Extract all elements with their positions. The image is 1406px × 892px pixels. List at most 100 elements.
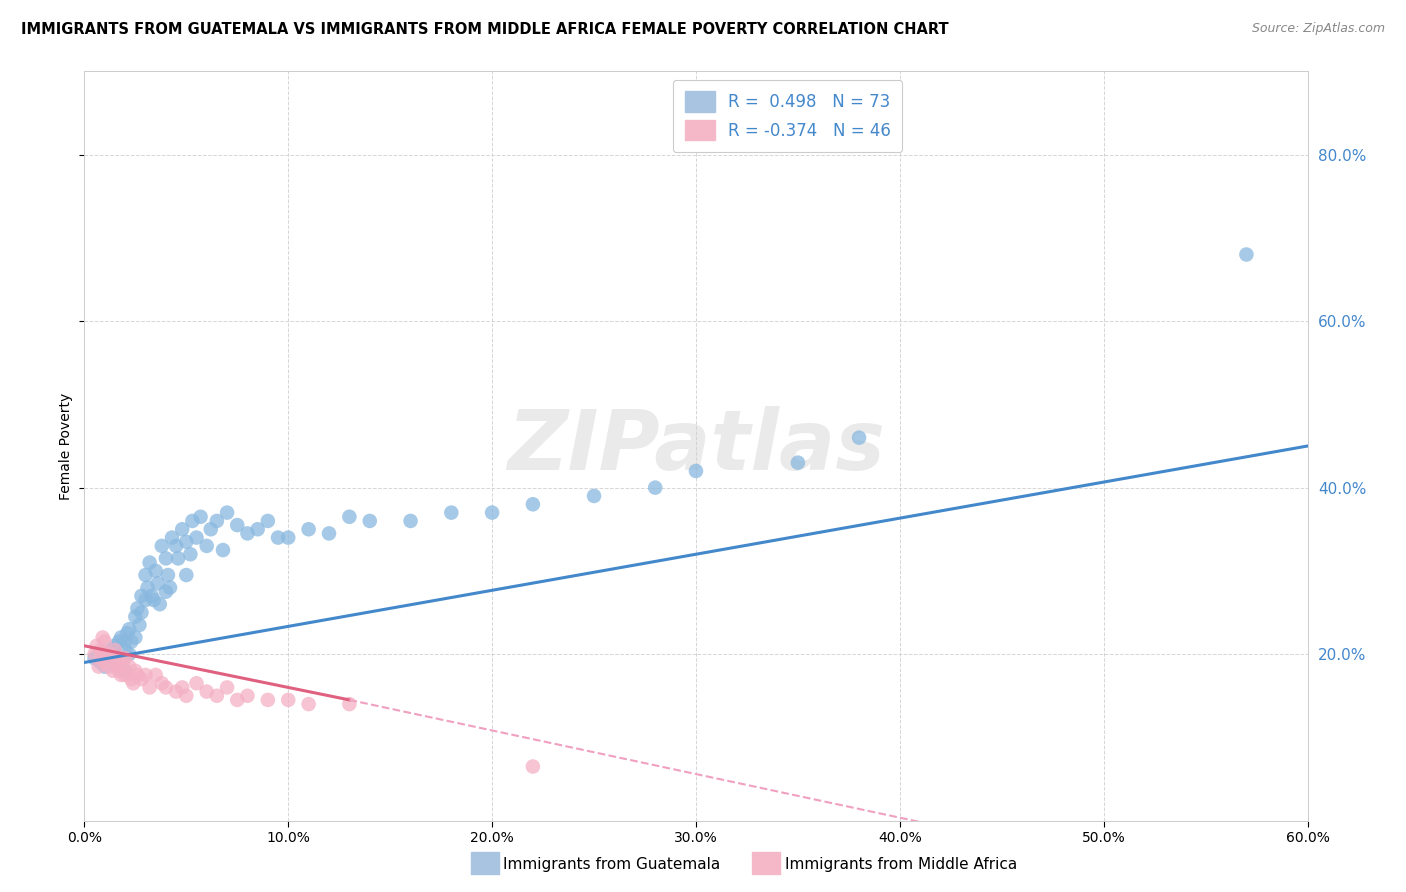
Point xyxy=(131,672,153,686)
Point xyxy=(146,576,169,591)
Point xyxy=(212,543,235,558)
Point xyxy=(110,651,132,665)
Point xyxy=(128,618,150,632)
Point xyxy=(101,664,124,678)
Point xyxy=(112,659,135,673)
Point xyxy=(114,643,136,657)
Point xyxy=(142,593,165,607)
Point xyxy=(93,647,115,661)
Point xyxy=(174,568,197,582)
Point xyxy=(131,589,153,603)
Point xyxy=(115,626,138,640)
Point xyxy=(155,584,177,599)
Point xyxy=(135,568,157,582)
Point xyxy=(87,659,110,673)
Point xyxy=(108,634,131,648)
Point xyxy=(155,551,177,566)
Point xyxy=(195,539,218,553)
Legend: R =  0.498   N = 73, R = -0.374   N = 46: R = 0.498 N = 73, R = -0.374 N = 46 xyxy=(673,79,903,152)
Point xyxy=(257,514,280,528)
Point xyxy=(122,676,145,690)
Point xyxy=(318,526,340,541)
Point xyxy=(150,539,173,553)
Point xyxy=(127,668,149,682)
Point xyxy=(522,497,544,511)
Point xyxy=(298,697,321,711)
Point xyxy=(114,634,136,648)
Point xyxy=(226,518,249,533)
Point xyxy=(93,656,115,670)
Point xyxy=(110,631,132,645)
Point xyxy=(267,531,290,545)
Point xyxy=(205,514,228,528)
Point xyxy=(145,668,167,682)
Point xyxy=(226,693,249,707)
Point xyxy=(277,531,299,545)
Point xyxy=(440,506,463,520)
Point xyxy=(236,526,259,541)
Point xyxy=(90,656,112,670)
Point xyxy=(83,651,105,665)
Point xyxy=(165,539,187,553)
Text: IMMIGRANTS FROM GUATEMALA VS IMMIGRANTS FROM MIDDLE AFRICA FEMALE POVERTY CORREL: IMMIGRANTS FROM GUATEMALA VS IMMIGRANTS … xyxy=(21,22,949,37)
Point xyxy=(787,456,810,470)
Text: Immigrants from Guatemala: Immigrants from Guatemala xyxy=(503,857,721,872)
Point xyxy=(110,668,132,682)
Point xyxy=(135,593,157,607)
Point xyxy=(83,647,105,661)
Point xyxy=(114,668,136,682)
Point xyxy=(104,647,127,661)
Point xyxy=(104,639,127,653)
Point xyxy=(167,551,190,566)
Point xyxy=(100,647,122,661)
Point xyxy=(120,672,142,686)
Point xyxy=(124,631,146,645)
Point xyxy=(93,659,115,673)
Point xyxy=(339,697,361,711)
Point xyxy=(138,681,160,695)
Point xyxy=(190,509,212,524)
Text: Source: ZipAtlas.com: Source: ZipAtlas.com xyxy=(1251,22,1385,36)
Point xyxy=(97,659,120,673)
Point xyxy=(298,522,321,536)
Point xyxy=(160,531,183,545)
Point xyxy=(181,514,204,528)
Point xyxy=(205,689,228,703)
Point xyxy=(583,489,606,503)
Point xyxy=(179,547,201,561)
Point xyxy=(200,522,222,536)
Point xyxy=(105,659,128,673)
Point xyxy=(277,693,299,707)
Point xyxy=(159,581,181,595)
Point xyxy=(91,631,114,645)
Point xyxy=(186,531,208,545)
Point xyxy=(93,647,115,661)
Point xyxy=(136,581,159,595)
Y-axis label: Female Poverty: Female Poverty xyxy=(59,392,73,500)
Point xyxy=(217,506,239,520)
Point xyxy=(359,514,381,528)
Point xyxy=(135,668,157,682)
Point xyxy=(86,639,108,653)
Point xyxy=(1236,247,1258,261)
Point xyxy=(97,651,120,665)
Point xyxy=(100,643,122,657)
Text: Immigrants from Middle Africa: Immigrants from Middle Africa xyxy=(785,857,1017,872)
Point xyxy=(257,693,280,707)
Point xyxy=(90,651,112,665)
Point xyxy=(114,651,136,665)
Point xyxy=(236,689,259,703)
Point xyxy=(145,564,167,578)
Point xyxy=(174,534,197,549)
Point xyxy=(105,656,128,670)
Point xyxy=(114,664,136,678)
Text: ZIPatlas: ZIPatlas xyxy=(508,406,884,486)
Point xyxy=(150,676,173,690)
Point xyxy=(217,681,239,695)
Point xyxy=(131,606,153,620)
Point xyxy=(124,664,146,678)
Point xyxy=(156,568,179,582)
Point xyxy=(120,634,142,648)
Point xyxy=(644,481,666,495)
Point xyxy=(118,659,141,673)
